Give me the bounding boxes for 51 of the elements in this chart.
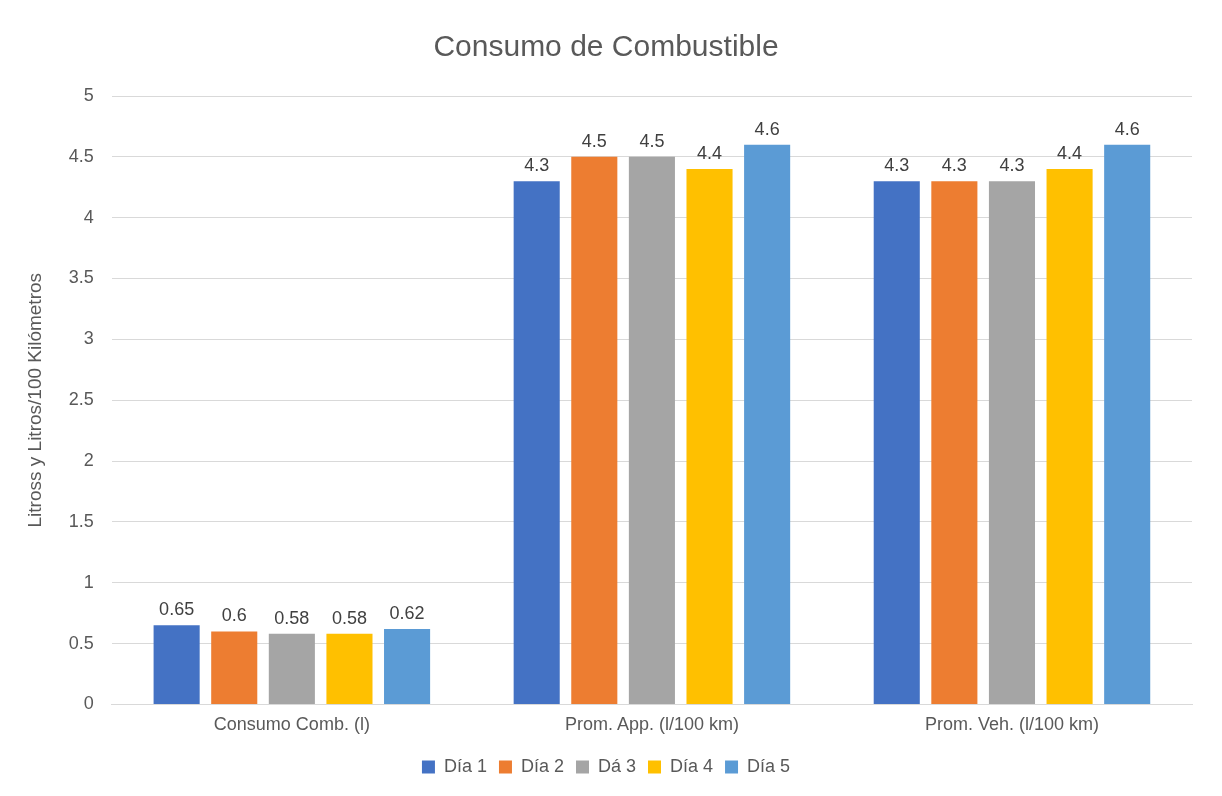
y-tick-label: 2 — [83, 450, 94, 471]
data-label: 4.6 — [754, 118, 780, 139]
bar — [1104, 144, 1151, 704]
data-label: 0.58 — [331, 607, 367, 628]
x-tick-label: Prom. Veh. (l/100 km) — [924, 714, 1099, 735]
legend-label: Día 2 — [520, 755, 564, 776]
data-label: 0.62 — [389, 602, 425, 623]
data-label: 4.5 — [581, 130, 607, 151]
data-label: 4.3 — [941, 155, 967, 176]
bar — [686, 169, 733, 704]
y-tick-label: 1.5 — [68, 510, 94, 531]
data-label: 4.3 — [524, 155, 550, 176]
y-tick-label: 1 — [83, 571, 94, 592]
legend-label: Día 4 — [670, 755, 714, 776]
chart-title: Consumo de Combustible — [433, 29, 779, 63]
bar — [326, 633, 373, 704]
data-label: 4.4 — [697, 142, 723, 163]
bar — [384, 628, 431, 704]
data-label: 0.58 — [274, 607, 310, 628]
bar — [571, 156, 618, 704]
y-tick-label: 0 — [83, 693, 94, 714]
bar — [744, 144, 791, 704]
y-tick-label: 0.5 — [68, 632, 94, 653]
y-tick-label: 3.5 — [68, 267, 94, 288]
legend-label: Día 1 — [443, 755, 487, 776]
data-label: 0.6 — [221, 605, 247, 626]
bar — [628, 156, 675, 704]
y-axis-title: Litross y Litros/100 Kilómetros — [23, 272, 45, 528]
bar — [931, 181, 978, 704]
bar — [268, 633, 315, 704]
y-tick-label: 5 — [83, 84, 94, 105]
data-label: 4.5 — [639, 130, 665, 151]
bar — [513, 181, 560, 704]
bar — [153, 625, 200, 704]
x-tick-label: Prom. App. (l/100 km) — [564, 714, 739, 735]
data-label: 4.4 — [1057, 142, 1083, 163]
bar — [1046, 169, 1093, 704]
y-tick-label: 4 — [83, 206, 94, 227]
bar — [873, 181, 920, 704]
data-label: 4.6 — [1114, 118, 1140, 139]
y-tick-label: 2.5 — [68, 389, 94, 410]
y-tick-label: 3 — [83, 328, 94, 349]
data-label: 4.3 — [999, 155, 1025, 176]
y-tick-label: 4.5 — [68, 145, 94, 166]
bar — [211, 631, 258, 704]
legend-label: Día 5 — [747, 755, 791, 776]
x-tick-label: Consumo Comb. (l) — [213, 714, 370, 735]
bar — [988, 181, 1036, 704]
data-label: 0.65 — [159, 599, 195, 620]
data-label: 4.3 — [884, 155, 910, 176]
legend-label: Dá 3 — [597, 755, 637, 776]
